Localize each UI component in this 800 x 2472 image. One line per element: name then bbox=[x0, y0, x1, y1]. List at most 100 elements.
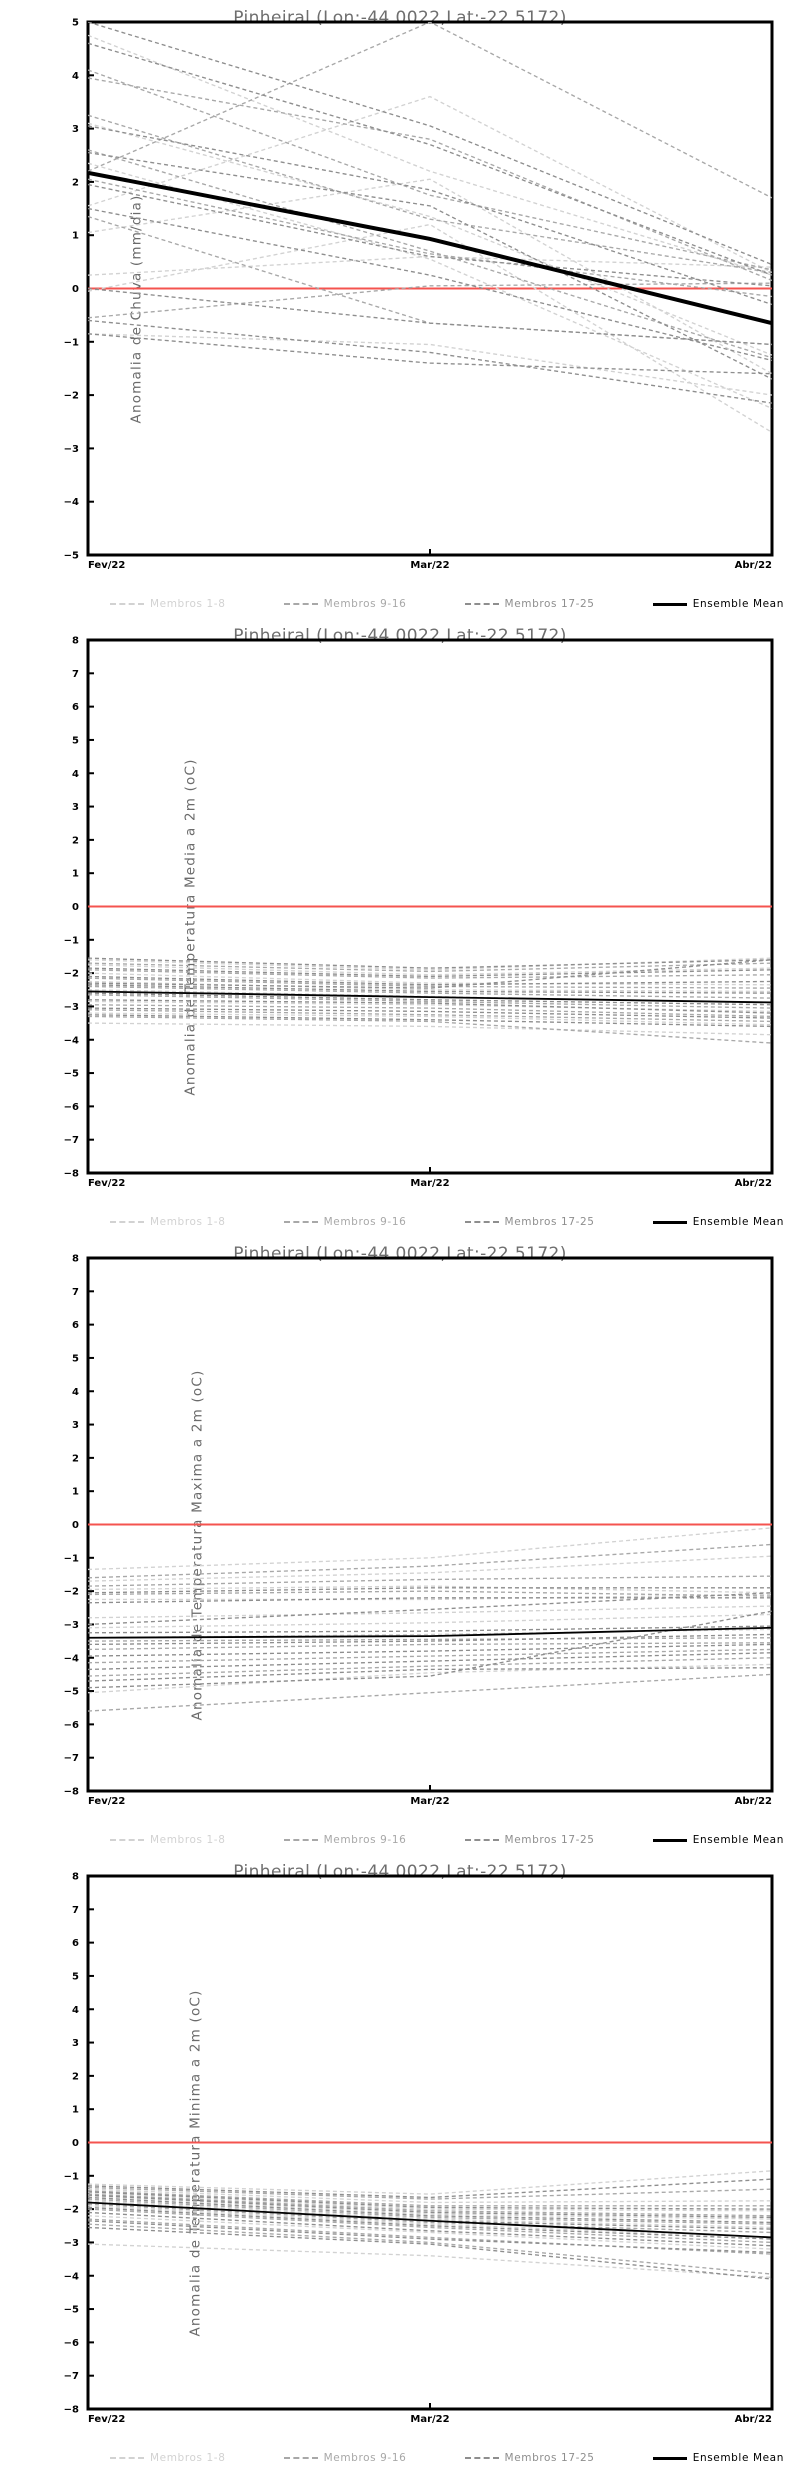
svg-text:−6: −6 bbox=[64, 2338, 79, 2349]
svg-text:Mar/22: Mar/22 bbox=[410, 2414, 449, 2425]
svg-text:Mar/22: Mar/22 bbox=[410, 1796, 449, 1807]
svg-text:−3: −3 bbox=[64, 1620, 79, 1631]
chart-legend: Membros 1-8 Membros 9-16 Membros 17-25 E… bbox=[55, 1214, 792, 1230]
legend-item-ensemble-mean: Ensemble Mean bbox=[652, 2452, 784, 2464]
svg-text:−8: −8 bbox=[64, 1787, 79, 1798]
legend-label: Membros 9-16 bbox=[323, 2452, 407, 2464]
legend-label: Membros 1-8 bbox=[150, 1216, 226, 1228]
svg-text:1: 1 bbox=[72, 231, 79, 242]
svg-text:4: 4 bbox=[72, 71, 79, 82]
svg-text:3: 3 bbox=[72, 1420, 79, 1431]
svg-text:2: 2 bbox=[72, 1453, 79, 1464]
svg-text:1: 1 bbox=[72, 1487, 79, 1498]
svg-text:−1: −1 bbox=[64, 1553, 79, 1564]
svg-text:Mar/22: Mar/22 bbox=[410, 560, 449, 571]
svg-text:−1: −1 bbox=[64, 2171, 79, 2182]
svg-text:Abr/22: Abr/22 bbox=[735, 2414, 772, 2425]
legend-line-swatch-icon bbox=[464, 603, 499, 605]
plot-area-temp-maxima: Anomalia de Temperatura Maxima a 2m (oC)… bbox=[0, 1236, 800, 1854]
chart-svg-temp-maxima: 8 7 6 5 4 3 2 1 0 −1 −2 −3 −4 −5 −6 −7 −8 Fev/22 Mar/22 Abr… bbox=[64, 1254, 774, 1807]
legend-line-swatch-icon bbox=[464, 1839, 499, 1841]
svg-text:5: 5 bbox=[72, 1971, 79, 1982]
legend-label: Membros 17-25 bbox=[504, 1834, 595, 1846]
chart-svg-precipitation: 5 4 3 2 1 0 −1 −2 −3 −4 −5 Fev/22 Mar/22 Abr/22 bbox=[64, 18, 774, 571]
chart-svg-temp-media: 8 7 6 5 4 3 2 1 0 −1 −2 −3 −4 −5 −6 −7 −8 Fev/22 Mar/22 Abr… bbox=[64, 636, 774, 1189]
legend-line-swatch-icon bbox=[283, 2457, 318, 2459]
svg-text:5: 5 bbox=[72, 735, 79, 746]
legend-item-membros-9-16: Membros 9-16 bbox=[283, 1834, 407, 1846]
svg-text:−3: −3 bbox=[64, 2238, 79, 2249]
svg-text:Abr/22: Abr/22 bbox=[735, 1796, 772, 1807]
svg-text:2: 2 bbox=[72, 177, 79, 188]
plot-area-temp-minima: Anomalia de Temperatura Minima a 2m (oC)… bbox=[0, 1854, 800, 2472]
svg-text:Fev/22: Fev/22 bbox=[88, 560, 125, 571]
svg-text:−1: −1 bbox=[64, 337, 79, 348]
legend-line-swatch-icon bbox=[652, 1220, 687, 1224]
legend-line-swatch-icon bbox=[110, 2457, 144, 2459]
svg-text:8: 8 bbox=[72, 1872, 79, 1883]
svg-text:Fev/22: Fev/22 bbox=[88, 1178, 125, 1189]
legend-line-swatch-icon bbox=[283, 603, 318, 605]
svg-text:−2: −2 bbox=[64, 1587, 79, 1598]
svg-text:−5: −5 bbox=[64, 2305, 79, 2316]
chart-legend: Membros 1-8 Membros 9-16 Membros 17-25 E… bbox=[55, 2450, 792, 2466]
legend-item-ensemble-mean: Ensemble Mean bbox=[652, 598, 784, 610]
legend-item-membros-1-8: Membros 1-8 bbox=[110, 2452, 225, 2464]
svg-text:3: 3 bbox=[72, 802, 79, 813]
svg-text:−7: −7 bbox=[64, 1753, 79, 1764]
legend-item-membros-9-16: Membros 9-16 bbox=[283, 1216, 407, 1228]
svg-text:−3: −3 bbox=[64, 444, 79, 455]
legend-label: Ensemble Mean bbox=[692, 2452, 784, 2464]
legend-label: Ensemble Mean bbox=[692, 598, 784, 610]
legend-item-membros-17-25: Membros 17-25 bbox=[464, 2452, 595, 2464]
legend-item-membros-17-25: Membros 17-25 bbox=[464, 1216, 595, 1228]
legend-line-swatch-icon bbox=[283, 1221, 318, 1223]
svg-text:3: 3 bbox=[72, 2038, 79, 2049]
svg-text:−6: −6 bbox=[64, 1102, 79, 1113]
svg-text:−8: −8 bbox=[64, 2405, 79, 2416]
legend-label: Membros 9-16 bbox=[323, 1834, 407, 1846]
svg-text:8: 8 bbox=[72, 636, 79, 647]
svg-text:−2: −2 bbox=[64, 391, 79, 402]
svg-text:1: 1 bbox=[72, 869, 79, 880]
svg-text:Fev/22: Fev/22 bbox=[88, 1796, 125, 1807]
legend-label: Membros 17-25 bbox=[504, 2452, 595, 2464]
svg-text:6: 6 bbox=[72, 1938, 79, 1949]
svg-text:4: 4 bbox=[72, 2005, 79, 2016]
legend-label: Membros 1-8 bbox=[150, 598, 226, 610]
legend-item-membros-17-25: Membros 17-25 bbox=[464, 598, 595, 610]
legend-item-membros-1-8: Membros 1-8 bbox=[110, 1216, 225, 1228]
svg-text:−4: −4 bbox=[64, 497, 79, 508]
svg-text:−7: −7 bbox=[64, 2371, 79, 2382]
legend-item-ensemble-mean: Ensemble Mean bbox=[652, 1834, 784, 1846]
svg-text:7: 7 bbox=[72, 1287, 79, 1298]
legend-label: Membros 1-8 bbox=[150, 2452, 226, 2464]
svg-text:Mar/22: Mar/22 bbox=[410, 1178, 449, 1189]
legend-label: Membros 17-25 bbox=[504, 1216, 595, 1228]
svg-text:0: 0 bbox=[72, 2138, 79, 2149]
svg-text:0: 0 bbox=[72, 902, 79, 913]
legend-label: Membros 9-16 bbox=[323, 1216, 407, 1228]
svg-text:7: 7 bbox=[72, 1905, 79, 1916]
svg-text:−2: −2 bbox=[64, 969, 79, 980]
svg-text:0: 0 bbox=[72, 284, 79, 295]
plot-area-temp-media: Anomalia de Temperatura Media a 2m (oC) … bbox=[0, 618, 800, 1236]
svg-text:6: 6 bbox=[72, 702, 79, 713]
svg-text:−6: −6 bbox=[64, 1720, 79, 1731]
svg-text:Abr/22: Abr/22 bbox=[735, 1178, 772, 1189]
svg-text:0: 0 bbox=[72, 1520, 79, 1531]
legend-line-swatch-icon bbox=[110, 603, 144, 605]
legend-item-membros-9-16: Membros 9-16 bbox=[283, 2452, 407, 2464]
svg-text:4: 4 bbox=[72, 1387, 79, 1398]
legend-line-swatch-icon bbox=[652, 1838, 687, 1842]
legend-item-membros-9-16: Membros 9-16 bbox=[283, 598, 407, 610]
svg-text:1: 1 bbox=[72, 2105, 79, 2116]
legend-line-swatch-icon bbox=[464, 1221, 499, 1223]
svg-text:−8: −8 bbox=[64, 1169, 79, 1180]
legend-label: Membros 1-8 bbox=[150, 1834, 226, 1846]
legend-line-swatch-icon bbox=[652, 602, 687, 606]
legend-line-swatch-icon bbox=[283, 1839, 318, 1841]
chart-svg-temp-minima: 8 7 6 5 4 3 2 1 0 −1 −2 −3 −4 −5 −6 −7 −8 Fev/22 Mar/22 Abr… bbox=[64, 1872, 774, 2425]
legend-line-swatch-icon bbox=[464, 2457, 499, 2459]
